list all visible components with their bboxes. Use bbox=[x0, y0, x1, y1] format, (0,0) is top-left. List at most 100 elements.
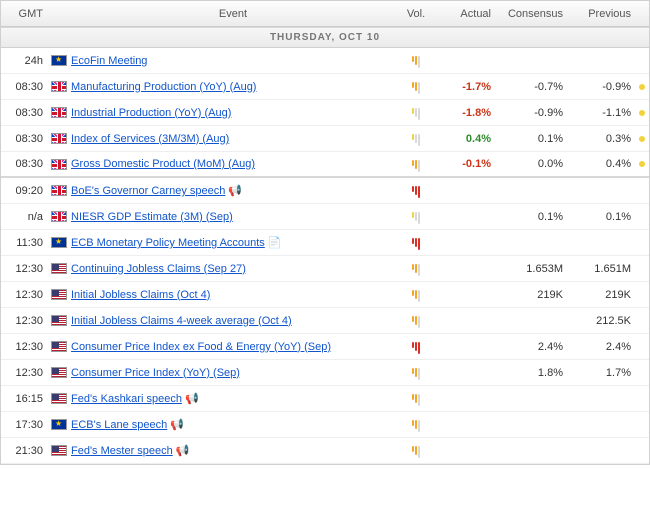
cell-actual: -0.1% bbox=[437, 158, 499, 170]
flag-us-icon bbox=[49, 315, 69, 327]
event-link[interactable]: BoE's Governor Carney speech bbox=[71, 185, 225, 197]
cell-consensus: -0.7% bbox=[499, 81, 571, 93]
cell-consensus: -0.9% bbox=[499, 107, 571, 119]
document-icon: 📄 bbox=[268, 237, 282, 249]
cell-event: Initial Jobless Claims 4-week average (O… bbox=[69, 315, 395, 327]
cell-vol bbox=[395, 157, 437, 172]
event-link[interactable]: Initial Jobless Claims 4-week average (O… bbox=[71, 315, 292, 327]
cell-vol bbox=[395, 235, 437, 250]
event-link[interactable]: Index of Services (3M/3M) (Aug) bbox=[71, 133, 229, 145]
cell-vol bbox=[395, 53, 437, 68]
cell-time: 08:30 bbox=[1, 107, 49, 119]
cell-vol bbox=[395, 183, 437, 198]
event-link[interactable]: ECB's Lane speech bbox=[71, 419, 167, 431]
table-row: 12:30Consumer Price Index (YoY) (Sep)1.8… bbox=[1, 360, 649, 386]
flag-us-icon bbox=[49, 341, 69, 353]
flag-us-icon bbox=[49, 445, 69, 457]
cell-time: 11:30 bbox=[1, 237, 49, 249]
megaphone-icon: 📢 bbox=[176, 445, 190, 457]
event-link[interactable]: Manufacturing Production (YoY) (Aug) bbox=[71, 81, 256, 93]
event-link[interactable]: Consumer Price Index ex Food & Energy (Y… bbox=[71, 341, 331, 353]
cell-consensus: 2.4% bbox=[499, 341, 571, 353]
cell-vol bbox=[395, 417, 437, 432]
cell-vol bbox=[395, 105, 437, 120]
header-event: Event bbox=[69, 8, 395, 20]
cell-revised bbox=[635, 158, 649, 170]
cell-previous: 2.4% bbox=[571, 341, 635, 353]
cell-event: Continuing Jobless Claims (Sep 27) bbox=[69, 263, 395, 275]
cell-previous: 219K bbox=[571, 289, 635, 301]
cell-time: 24h bbox=[1, 55, 49, 67]
cell-consensus: 0.1% bbox=[499, 211, 571, 223]
table-row: 16:15 Fed's Kashkari speech📢 bbox=[1, 386, 649, 412]
event-link[interactable]: Continuing Jobless Claims (Sep 27) bbox=[71, 263, 246, 275]
cell-event: Fed's Kashkari speech📢 bbox=[69, 392, 395, 405]
cell-event: ECB Monetary Policy Meeting Accounts📄 bbox=[69, 236, 395, 249]
header-vol: Vol. bbox=[395, 8, 437, 20]
header-gmt: GMT bbox=[1, 8, 49, 20]
event-link[interactable]: Fed's Mester speech bbox=[71, 445, 173, 457]
event-link[interactable]: Fed's Kashkari speech bbox=[71, 393, 182, 405]
header-actual: Actual bbox=[437, 8, 499, 20]
flag-eu-icon bbox=[49, 419, 69, 431]
event-link[interactable]: ECB Monetary Policy Meeting Accounts bbox=[71, 237, 265, 249]
cell-previous: -0.9% bbox=[571, 81, 635, 93]
table-row: 09:20BoE's Governor Carney speech📢 bbox=[1, 178, 649, 204]
cell-actual: -1.7% bbox=[437, 81, 499, 93]
event-link[interactable]: Industrial Production (YoY) (Aug) bbox=[71, 107, 231, 119]
header-consensus: Consensus bbox=[499, 8, 571, 20]
cell-event: Manufacturing Production (YoY) (Aug) bbox=[69, 81, 395, 93]
cell-event: Consumer Price Index (YoY) (Sep) bbox=[69, 367, 395, 379]
calendar-table: GMT Event Vol. Actual Consensus Previous… bbox=[0, 0, 650, 465]
cell-event: Industrial Production (YoY) (Aug) bbox=[69, 107, 395, 119]
event-link[interactable]: Initial Jobless Claims (Oct 4) bbox=[71, 289, 210, 301]
event-link[interactable]: NIESR GDP Estimate (3M) (Sep) bbox=[71, 211, 233, 223]
cell-time: 08:30 bbox=[1, 133, 49, 145]
table-row: 12:30 Consumer Price Index ex Food & Ener… bbox=[1, 334, 649, 360]
event-link[interactable]: EcoFin Meeting bbox=[71, 55, 147, 67]
cell-previous: 1.651M bbox=[571, 263, 635, 275]
cell-consensus: 1.653M bbox=[499, 263, 571, 275]
cell-vol bbox=[395, 391, 437, 406]
megaphone-icon: 📢 bbox=[170, 419, 184, 431]
cell-vol bbox=[395, 131, 437, 146]
cell-event: Gross Domestic Product (MoM) (Aug) bbox=[69, 158, 395, 170]
dot-icon bbox=[639, 161, 645, 167]
date-header: THURSDAY, OCT 10 bbox=[1, 27, 649, 48]
cell-event: Consumer Price Index ex Food & Energy (Y… bbox=[69, 341, 395, 353]
cell-vol bbox=[395, 261, 437, 276]
flag-us-icon bbox=[49, 263, 69, 275]
cell-time: 21:30 bbox=[1, 445, 49, 457]
flag-eu-icon bbox=[49, 55, 69, 67]
table-row: 11:30 ECB Monetary Policy Meeting Account… bbox=[1, 230, 649, 256]
cell-previous: 0.4% bbox=[571, 158, 635, 170]
cell-vol bbox=[395, 339, 437, 354]
table-row: 12:30Initial Jobless Claims (Oct 4)219K2… bbox=[1, 282, 649, 308]
cell-time: 17:30 bbox=[1, 419, 49, 431]
flag-us-icon bbox=[49, 289, 69, 301]
cell-time: n/a bbox=[1, 211, 49, 223]
flag-us-icon bbox=[49, 367, 69, 379]
dot-icon bbox=[639, 84, 645, 90]
table-row: 08:30Index of Services (3M/3M) (Aug)0.4%… bbox=[1, 126, 649, 152]
table-row: 17:30 ECB's Lane speech📢 bbox=[1, 412, 649, 438]
cell-previous: 1.7% bbox=[571, 367, 635, 379]
cell-time: 12:30 bbox=[1, 341, 49, 353]
cell-consensus: 1.8% bbox=[499, 367, 571, 379]
cell-vol bbox=[395, 313, 437, 328]
table-row: 21:30 Fed's Mester speech📢 bbox=[1, 438, 649, 464]
cell-event: Initial Jobless Claims (Oct 4) bbox=[69, 289, 395, 301]
event-link[interactable]: Gross Domestic Product (MoM) (Aug) bbox=[71, 158, 255, 170]
cell-consensus: 0.0% bbox=[499, 158, 571, 170]
table-row: 08:30Manufacturing Production (YoY) (Aug… bbox=[1, 74, 649, 100]
cell-event: ECB's Lane speech📢 bbox=[69, 418, 395, 431]
cell-previous: 0.1% bbox=[571, 211, 635, 223]
table-row: 08:30Gross Domestic Product (MoM) (Aug)-… bbox=[1, 152, 649, 178]
cell-consensus: 219K bbox=[499, 289, 571, 301]
cell-event: Fed's Mester speech📢 bbox=[69, 444, 395, 457]
flag-uk-icon bbox=[49, 211, 69, 223]
cell-revised bbox=[635, 81, 649, 93]
flag-uk-icon bbox=[49, 185, 69, 197]
event-link[interactable]: Consumer Price Index (YoY) (Sep) bbox=[71, 367, 240, 379]
cell-time: 16:15 bbox=[1, 393, 49, 405]
